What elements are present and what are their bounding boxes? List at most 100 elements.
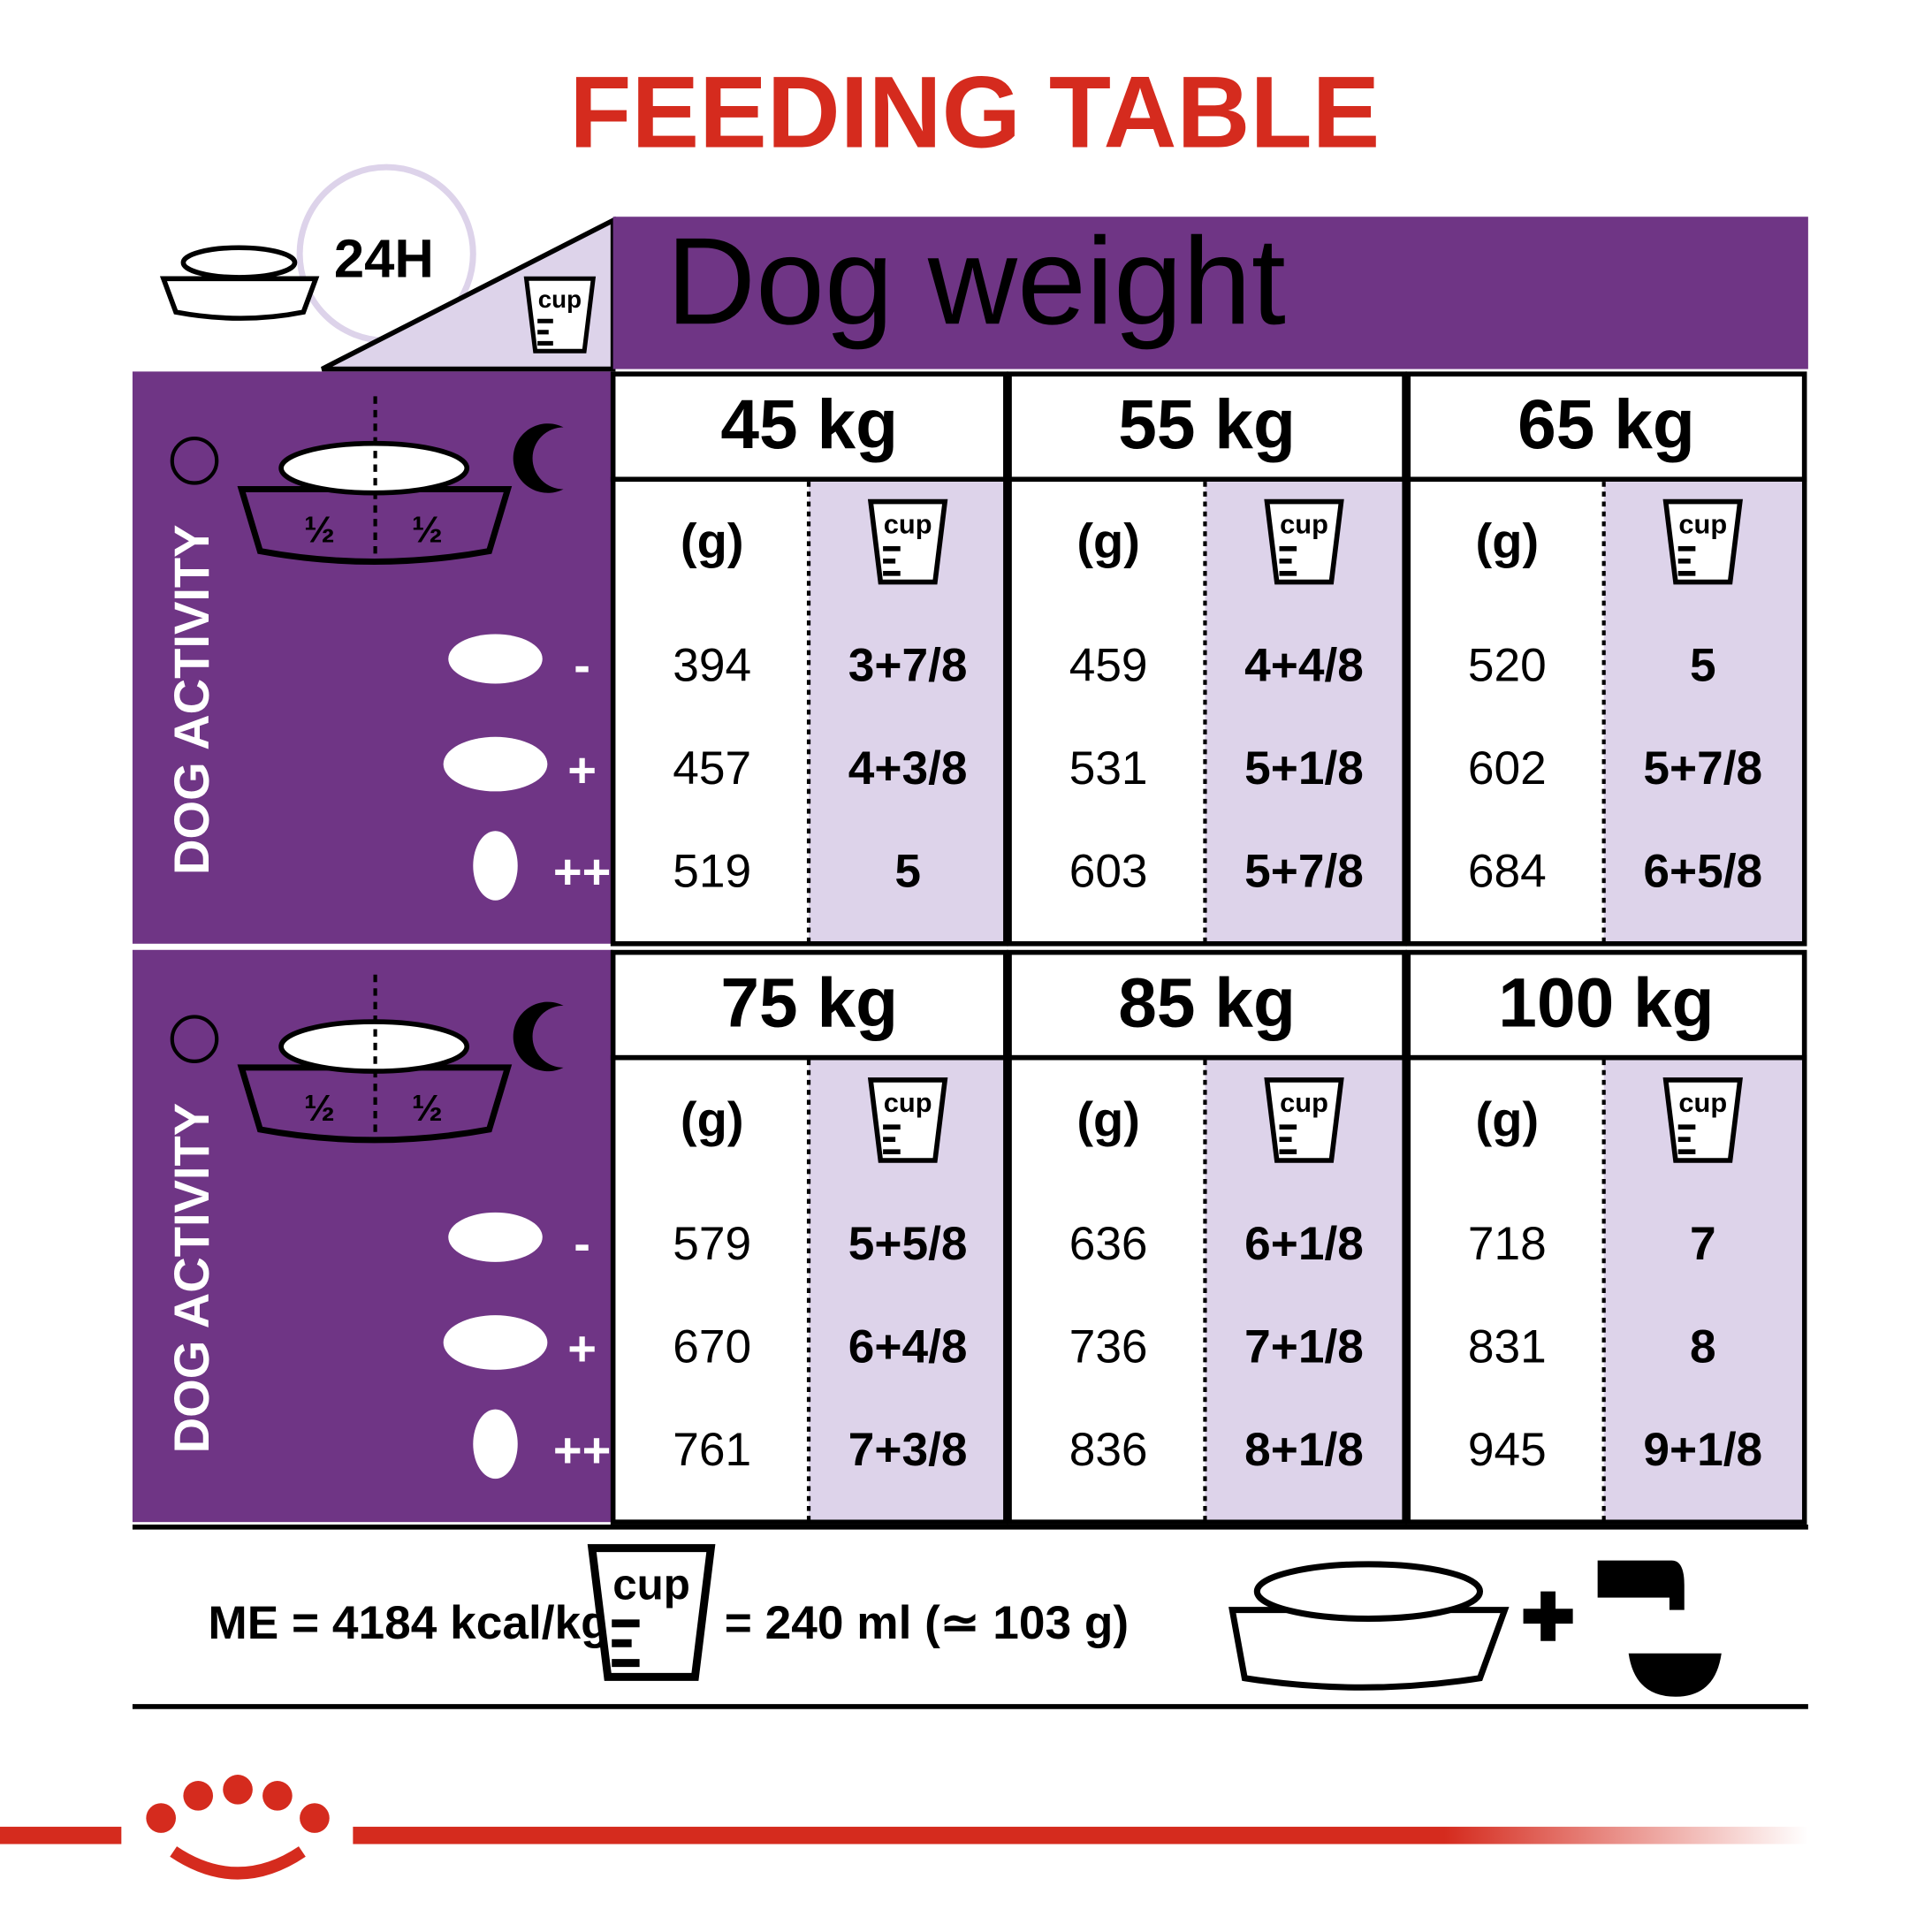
weight-label: 55 kg [1118,385,1296,463]
gram-value: 736 [1069,1320,1148,1373]
portion-label: ½ [304,509,335,551]
cup-value: 9+1/8 [1643,1424,1762,1476]
cup-value: 5 [1690,640,1716,692]
duration: 24H [334,228,434,289]
gram-value: 761 [673,1424,751,1476]
title: FEEDING TABLE [569,56,1380,169]
cup-label: cup [1280,509,1328,540]
moon-icon [513,423,564,493]
sun-icon [170,1015,219,1064]
weight-header-cell [1007,949,1407,1061]
gram-header: (g) [681,1092,744,1147]
gram-value: 457 [673,742,751,795]
cup-label: cup [884,1087,932,1118]
activity-label: DOG ACTIVITY [164,524,219,874]
weight-label: 75 kg [720,963,898,1041]
dog-icon [448,634,543,684]
bowl-icon [159,276,320,321]
bowl-icon [1228,1607,1510,1691]
weight-label: 100 kg [1498,963,1714,1041]
weight-heading-bg [612,217,1808,369]
dog-icon [448,1212,543,1262]
weight-label: 85 kg [1118,963,1296,1041]
weight-header-cell [610,949,1008,1061]
weight-header-cell [1405,371,1807,483]
gram-value: 602 [1468,742,1547,795]
cup-label: cup [1280,1087,1328,1118]
gram-value: 670 [673,1320,751,1373]
cup-value: 7+3/8 [848,1424,968,1476]
gram-value: 520 [1468,640,1547,692]
gram-value: 636 [1069,1218,1148,1270]
cup-value: 4+4/8 [1244,640,1364,692]
gram-value: 519 [673,845,751,897]
weight-label: 65 kg [1517,385,1695,463]
cup-value: 6+5/8 [1643,845,1762,897]
kibble-icon [180,245,298,280]
activity-level: + [567,742,597,798]
cup-icon [1662,498,1743,585]
cup-icon [1662,1077,1743,1163]
cup-value: 5+7/8 [1244,845,1364,897]
portion-label: ½ [412,509,443,551]
cup-value: 6+1/8 [1244,1218,1364,1270]
weight-label: 45 kg [720,385,898,463]
cup-value: 7 [1690,1218,1716,1270]
cup-value: 8 [1690,1320,1716,1373]
cup-value: 5+5/8 [848,1218,968,1270]
gram-value: 718 [1468,1218,1547,1270]
activity-level: - [574,637,590,693]
portion-label: ½ [304,1087,335,1129]
moon-icon [513,1001,564,1072]
cup-icon [1264,498,1344,585]
gram-value: 459 [1069,640,1148,692]
plus-icon [1523,1591,1573,1641]
gram-header: (g) [681,513,744,568]
gram-value: 603 [1069,845,1148,897]
portion-label: ½ [412,1087,443,1129]
weight-header-cell [1405,949,1807,1061]
cup-value: 5+1/8 [1244,742,1364,795]
weight-heading: Dog weight [666,211,1286,350]
dog-icon [443,736,548,792]
gram-value: 394 [673,640,751,692]
energy: ME = 4184 kcal/kg [208,1597,609,1649]
cup-icon [1264,1077,1344,1163]
activity-label: DOG ACTIVITY [164,1103,219,1453]
brand-line [0,1826,122,1845]
gram-value: 579 [673,1218,751,1270]
dog-icon [473,831,518,901]
cup-icon [867,498,948,585]
gram-value: 945 [1468,1424,1547,1476]
gram-header: (g) [1076,1092,1140,1147]
gram-value: 836 [1069,1424,1148,1476]
cup-label: cup [1678,509,1727,540]
gram-value: 531 [1069,742,1148,795]
cup-icon [867,1077,948,1163]
activity-level: + [567,1320,597,1376]
cup-label: cup [612,1560,690,1609]
weight-header-cell [610,371,1008,483]
cup-label: cup [538,285,582,313]
activity-level: - [574,1215,590,1271]
cup-value: 5 [894,845,921,897]
gram-header: (g) [1476,513,1540,568]
cup-value: 5+7/8 [1643,742,1762,795]
activity-level: ++ [553,1422,611,1478]
gram-value: 831 [1468,1320,1547,1373]
brand-line [353,1826,1808,1845]
cup-icon [523,276,597,354]
dog-icon [443,1315,548,1370]
gram-value: 684 [1468,845,1547,897]
cup-value: 3+7/8 [848,640,968,692]
water-icon [1597,1560,1722,1697]
cup-value: 4+3/8 [848,742,968,795]
cup-value: 7+1/8 [1244,1320,1364,1373]
activity-level: ++ [553,844,611,900]
cup-equivalence: = 240 ml (≃ 103 g) [725,1597,1129,1649]
cup-label: cup [1678,1087,1727,1118]
cup-icon [587,1544,716,1681]
gram-header: (g) [1476,1092,1540,1147]
dog-icon [473,1409,518,1479]
